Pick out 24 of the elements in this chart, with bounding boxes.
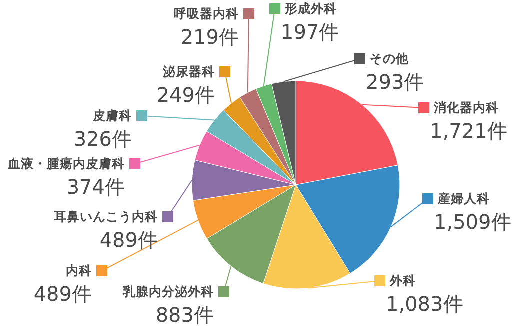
data-label: 293件 [366,70,424,94]
data-label: 883件 [156,303,214,326]
data-label: 326件 [74,127,132,151]
data-label: 374件 [66,175,125,199]
legend-label: 内科 [66,263,92,278]
data-label: 197件 [281,20,340,44]
data-label: 1,083件 [386,292,464,316]
data-label: 1,509件 [434,210,512,234]
legend-label: 呼吸器内科 [174,6,239,21]
data-label: 249件 [156,83,215,107]
slice-label: 消化器内科 [433,100,499,115]
legend-label: 血液・腫瘍内皮膚科 [7,156,125,171]
data-label: 489件 [100,228,158,252]
slice-label: 産婦人科 [437,191,490,206]
slice-label: 形成外科 [284,1,337,16]
legend-label: 乳腺内分泌外科 [122,284,214,299]
legend-label: 耳鼻いんこう内科 [53,209,158,224]
slice-label: その他 [370,51,410,66]
data-label: 219件 [180,25,239,49]
data-label: 489件 [34,282,92,306]
data-label: 1,721件 [430,119,508,143]
legend-label: 皮膚科 [92,108,132,123]
legend-label: 泌尿器科 [162,64,215,79]
slice-label: 外科 [389,273,416,288]
